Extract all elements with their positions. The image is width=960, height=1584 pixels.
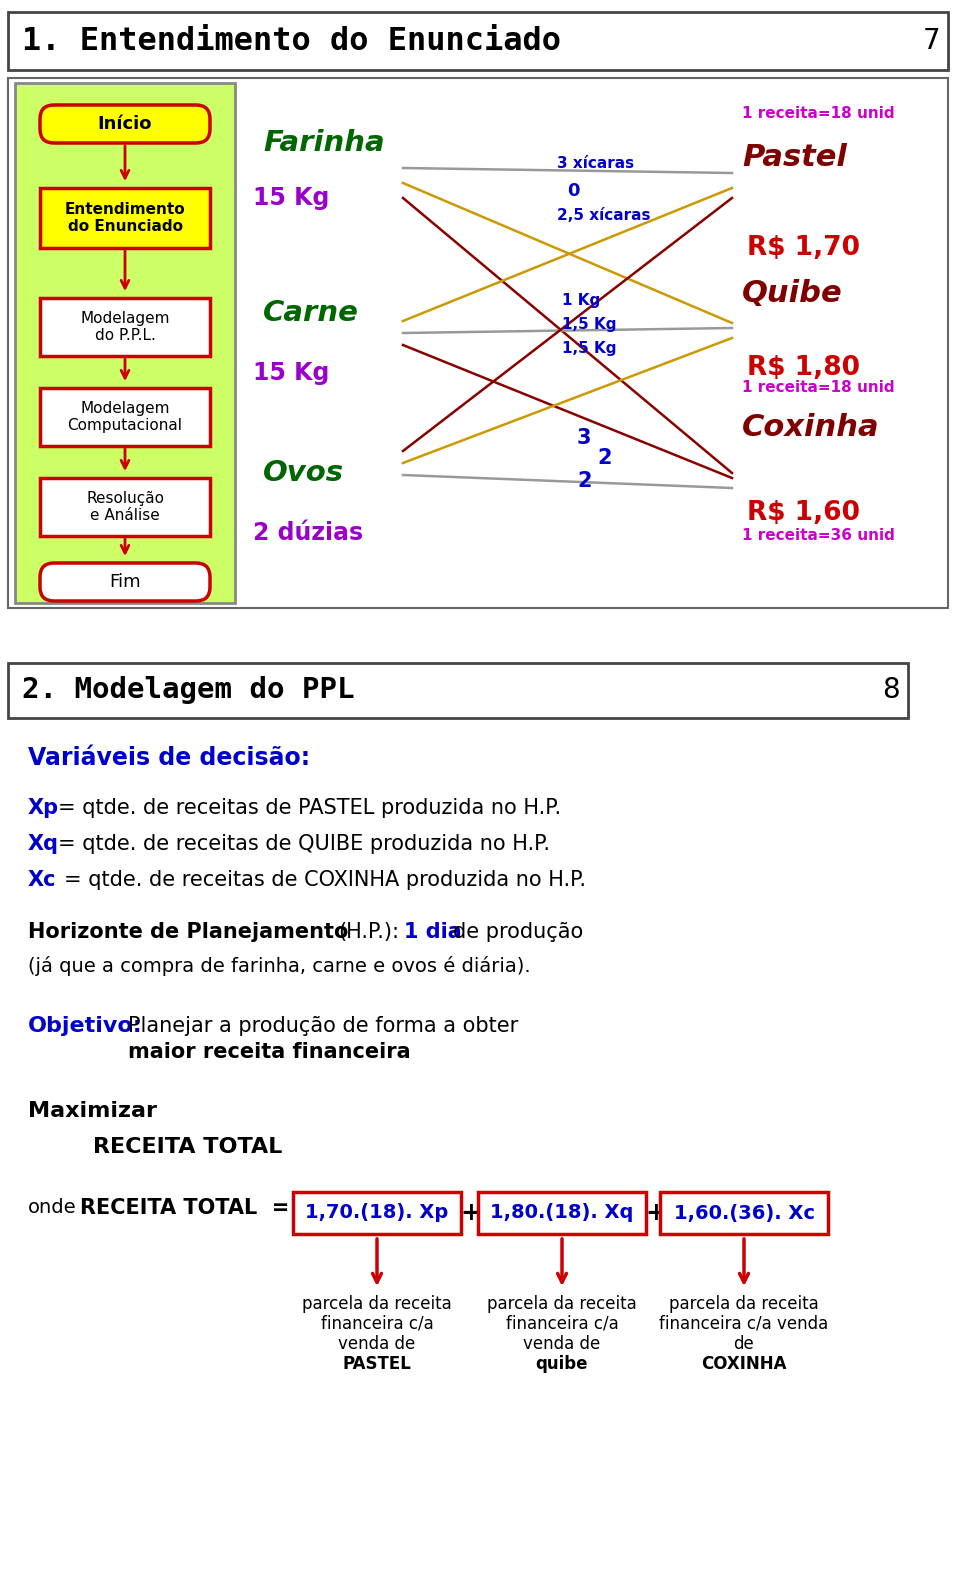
- Text: financeira c/a: financeira c/a: [506, 1315, 618, 1334]
- Text: 8: 8: [882, 676, 900, 705]
- Text: 1,5 Kg: 1,5 Kg: [562, 342, 616, 356]
- Text: quibe: quibe: [536, 1354, 588, 1373]
- Text: 15 Kg: 15 Kg: [253, 185, 329, 211]
- FancyBboxPatch shape: [660, 1193, 828, 1234]
- Text: RECEITA TOTAL  =: RECEITA TOTAL =: [80, 1198, 289, 1218]
- Text: 1 receita=36 unid: 1 receita=36 unid: [742, 527, 895, 542]
- FancyBboxPatch shape: [8, 78, 948, 608]
- Text: +: +: [645, 1201, 666, 1224]
- Text: Pastel: Pastel: [742, 144, 847, 173]
- FancyBboxPatch shape: [293, 1193, 461, 1234]
- Text: venda de: venda de: [523, 1335, 601, 1353]
- Text: 1,5 Kg: 1,5 Kg: [562, 317, 616, 333]
- Text: 1,70.(18). Xp: 1,70.(18). Xp: [305, 1204, 448, 1223]
- FancyBboxPatch shape: [40, 188, 210, 249]
- Text: COXINHA: COXINHA: [701, 1354, 787, 1373]
- Text: Xp: Xp: [28, 798, 60, 817]
- Text: (H.P.):: (H.P.):: [338, 922, 399, 942]
- Text: 1. Entendimento do Enunciado: 1. Entendimento do Enunciado: [22, 25, 561, 57]
- Text: financeira c/a venda: financeira c/a venda: [660, 1315, 828, 1334]
- Text: Modelagem
do P.P.L.: Modelagem do P.P.L.: [81, 310, 170, 344]
- Text: +: +: [461, 1201, 481, 1224]
- Text: Modelagem
Computacional: Modelagem Computacional: [67, 401, 182, 432]
- Text: 1 receita=18 unid: 1 receita=18 unid: [742, 106, 895, 120]
- Text: 3: 3: [577, 428, 591, 448]
- FancyBboxPatch shape: [40, 478, 210, 535]
- Text: 15 Kg: 15 Kg: [253, 361, 329, 385]
- Text: venda de: venda de: [338, 1335, 416, 1353]
- Text: parcela da receita: parcela da receita: [669, 1296, 819, 1313]
- Text: Ovos: Ovos: [263, 459, 344, 486]
- FancyBboxPatch shape: [40, 105, 210, 143]
- Text: 2,5 xícaras: 2,5 xícaras: [557, 209, 651, 223]
- FancyBboxPatch shape: [8, 664, 908, 718]
- Text: 1 Kg: 1 Kg: [562, 293, 600, 309]
- Text: = qtde. de receitas de QUIBE produzida no H.P.: = qtde. de receitas de QUIBE produzida n…: [58, 835, 550, 854]
- Text: de produção: de produção: [453, 922, 584, 942]
- Text: Horizonte de Planejamento: Horizonte de Planejamento: [28, 922, 348, 942]
- Text: 2: 2: [577, 470, 591, 491]
- Text: Variáveis de decisão:: Variáveis de decisão:: [28, 746, 310, 770]
- Text: Farinha: Farinha: [263, 128, 385, 157]
- Text: RECEITA TOTAL: RECEITA TOTAL: [93, 1137, 282, 1156]
- Text: 0: 0: [567, 182, 580, 200]
- Text: 1,60.(36). Xc: 1,60.(36). Xc: [674, 1204, 814, 1223]
- Text: R$ 1,70: R$ 1,70: [747, 234, 860, 261]
- Text: 2: 2: [597, 448, 612, 467]
- Text: Quibe: Quibe: [742, 279, 843, 307]
- Text: 7: 7: [923, 27, 940, 55]
- FancyBboxPatch shape: [15, 82, 235, 604]
- Text: PASTEL: PASTEL: [343, 1354, 412, 1373]
- Text: 1 dia: 1 dia: [404, 922, 462, 942]
- Text: 2 dúzias: 2 dúzias: [253, 521, 363, 545]
- Text: Entendimento
do Enunciado: Entendimento do Enunciado: [64, 201, 185, 234]
- Text: Carne: Carne: [263, 299, 359, 326]
- Text: parcela da receita: parcela da receita: [302, 1296, 452, 1313]
- Text: 3 xícaras: 3 xícaras: [557, 155, 635, 171]
- Text: Xc: Xc: [28, 870, 57, 890]
- FancyBboxPatch shape: [40, 562, 210, 600]
- Text: onde: onde: [28, 1198, 77, 1217]
- Text: R$ 1,60: R$ 1,60: [747, 501, 860, 526]
- Text: Maximizar: Maximizar: [28, 1101, 157, 1121]
- Text: Coxinha: Coxinha: [742, 413, 879, 442]
- Text: = qtde. de receitas de PASTEL produzida no H.P.: = qtde. de receitas de PASTEL produzida …: [58, 798, 562, 817]
- Text: R$ 1,80: R$ 1,80: [747, 355, 860, 382]
- Text: financeira c/a: financeira c/a: [321, 1315, 433, 1334]
- Text: Início: Início: [98, 116, 153, 133]
- FancyBboxPatch shape: [40, 388, 210, 447]
- Text: Xq: Xq: [28, 835, 59, 854]
- Text: de: de: [733, 1335, 755, 1353]
- Text: maior receita financeira: maior receita financeira: [128, 1042, 411, 1061]
- Text: 1 receita=18 unid: 1 receita=18 unid: [742, 380, 895, 396]
- Text: Objetivo:: Objetivo:: [28, 1015, 143, 1036]
- Text: Planejar a produção de forma a obter: Planejar a produção de forma a obter: [128, 1015, 518, 1036]
- Text: 1,80.(18). Xq: 1,80.(18). Xq: [491, 1204, 634, 1223]
- FancyBboxPatch shape: [40, 298, 210, 356]
- Text: 2. Modelagem do PPL: 2. Modelagem do PPL: [22, 676, 354, 705]
- Text: = qtde. de receitas de COXINHA produzida no H.P.: = qtde. de receitas de COXINHA produzida…: [64, 870, 586, 890]
- Text: (já que a compra de farinha, carne e ovos é diária).: (já que a compra de farinha, carne e ovo…: [28, 957, 531, 976]
- Text: Resolução
e Análise: Resolução e Análise: [86, 491, 164, 523]
- FancyBboxPatch shape: [8, 13, 948, 70]
- Text: parcela da receita: parcela da receita: [487, 1296, 636, 1313]
- Text: Fim: Fim: [109, 573, 141, 591]
- FancyBboxPatch shape: [478, 1193, 646, 1234]
